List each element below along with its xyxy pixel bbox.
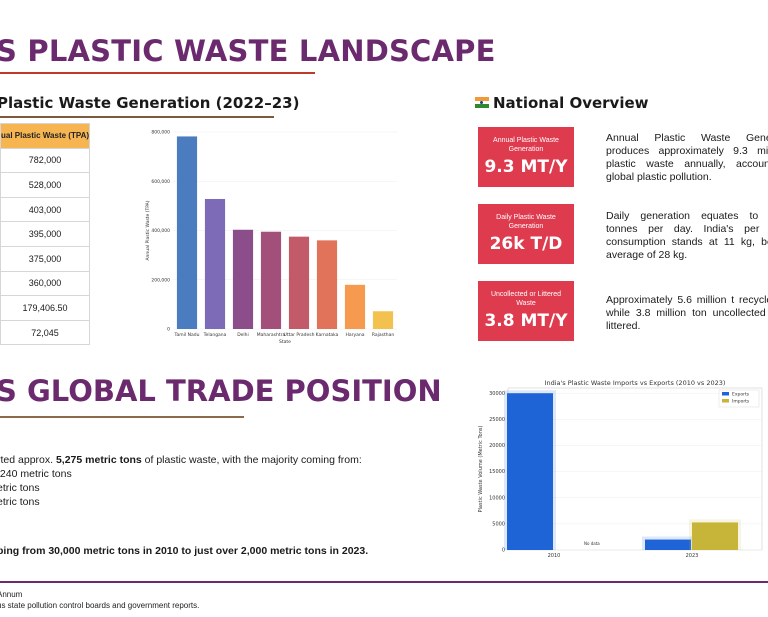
- stat-label: Daily Plastic Waste Generation: [496, 214, 556, 230]
- y-tick-label: 15000: [489, 469, 505, 475]
- no-data-annotation: No data: [584, 541, 600, 546]
- y-tick-label: 30000: [489, 391, 505, 397]
- bar: [288, 236, 310, 329]
- trade-trend: ping from 30,000 metric tons in 2010 to …: [0, 545, 369, 557]
- stat-description: Daily generation equates to ab tonnes pe…: [606, 210, 768, 261]
- chart-title: India's Plastic Waste Imports vs Exports…: [545, 379, 726, 387]
- legend-label: Exports: [732, 392, 750, 398]
- stat-card-daily: Daily Plastic Waste Generation 26k T/D: [478, 204, 574, 264]
- table-row: 179,406.50: [0, 295, 91, 321]
- trade-summary: rted approx. 5,275 metric tons of plasti…: [0, 454, 362, 466]
- y-tick-label: 5000: [492, 521, 505, 527]
- x-tick-label: Tamil Nadu: [174, 332, 200, 338]
- table-header: ual Plastic Waste (TPA): [0, 123, 91, 149]
- bar: [316, 240, 338, 329]
- footer-rule: [0, 581, 768, 583]
- y-tick-label: 0: [167, 327, 170, 333]
- trade-source-item: etric tons: [0, 496, 40, 508]
- title-underline: [0, 72, 315, 74]
- stat-label: Annual Plastic Waste Generation: [493, 137, 559, 153]
- x-tick-label: Telangana: [203, 332, 227, 338]
- bar: [344, 284, 366, 329]
- stat-value: 3.8 MT/Y: [484, 311, 568, 331]
- y-tick-label: 20000: [489, 443, 505, 449]
- x-tick-label: Karnataka: [316, 332, 339, 338]
- x-tick-label: 2010: [548, 553, 561, 559]
- generation-heading: Plastic Waste Generation (2022–23): [0, 94, 300, 112]
- y-tick-label: 10000: [489, 495, 505, 501]
- stat-label: Uncollected or Littered Waste: [490, 291, 562, 307]
- stat-card-uncollected: Uncollected or Littered Waste 3.8 MT/Y: [478, 281, 574, 341]
- legend-label: Imports: [732, 399, 750, 405]
- bar: [507, 393, 553, 550]
- x-tick-label: Rajasthan: [372, 332, 395, 338]
- y-tick-label: 25000: [489, 417, 505, 423]
- stat-card-annual: Annual Plastic Waste Generation 9.3 MT/Y: [478, 127, 574, 187]
- legend-swatch: [722, 392, 729, 396]
- x-tick-label: Haryana: [345, 332, 364, 338]
- x-tick-label: Maharashtra: [257, 332, 286, 338]
- y-tick-label: 0: [502, 548, 505, 554]
- bar: [372, 311, 394, 329]
- x-axis-label: State: [279, 339, 291, 345]
- y-tick-label: 600,000: [151, 179, 170, 185]
- trade-title: S GLOBAL TRADE POSITION: [0, 374, 442, 408]
- generation-underline: [0, 116, 274, 118]
- table-row: 782,000: [0, 147, 91, 174]
- trade-source-item: ,240 metric tons: [0, 468, 72, 480]
- y-tick-label: 200,000: [151, 277, 170, 283]
- state-waste-bar-chart: 0 200,000 400,000 600,000 800,000 Tamil Nadu T…: [145, 130, 397, 345]
- footer-source: us state pollution control boards and go…: [0, 601, 200, 610]
- table-row: 375,000: [0, 245, 91, 272]
- trade-underline: [0, 416, 244, 418]
- table-row: 360,000: [0, 270, 91, 297]
- bar: [176, 136, 198, 329]
- stat-description: Approximately 5.6 million t recycled, wh…: [606, 294, 768, 332]
- table-row: 72,045: [0, 319, 91, 346]
- bar: [260, 231, 282, 329]
- stat-value: 9.3 MT/Y: [484, 157, 568, 177]
- table-row: 528,000: [0, 172, 91, 198]
- x-tick-label: Delhi: [237, 332, 249, 338]
- table-row: 395,000: [0, 221, 91, 247]
- india-flag-icon: [475, 97, 489, 108]
- y-tick-label: 400,000: [151, 228, 170, 234]
- bar: [204, 198, 226, 329]
- x-tick-label: Uttar Pradesh: [284, 332, 315, 338]
- bar: [645, 539, 691, 550]
- bar: [232, 229, 254, 329]
- y-axis-label: Plastic Waste Volume (Metric Tons): [478, 425, 484, 512]
- y-tick-label: 800,000: [151, 130, 170, 136]
- overview-heading: National Overview: [493, 94, 649, 112]
- x-tick-label: 2023: [686, 553, 699, 559]
- stat-description: Annual Plastic Waste Genera produces app…: [606, 132, 768, 183]
- bar: [692, 522, 738, 550]
- y-axis-label: Annual Plastic Waste (TPA): [145, 200, 151, 260]
- legend-swatch: [722, 399, 729, 403]
- imports-exports-chart: India's Plastic Waste Imports vs Exports…: [478, 379, 763, 559]
- page-title: S PLASTIC WASTE LANDSCAPE: [0, 34, 496, 68]
- trade-source-item: etric tons: [0, 482, 40, 494]
- stat-value: 26k T/D: [489, 234, 563, 254]
- footer-note: Annum: [0, 590, 23, 599]
- table-row: 403,000: [0, 196, 91, 223]
- plastic-waste-table: ual Plastic Waste (TPA) 782,000 528,000 …: [0, 123, 91, 346]
